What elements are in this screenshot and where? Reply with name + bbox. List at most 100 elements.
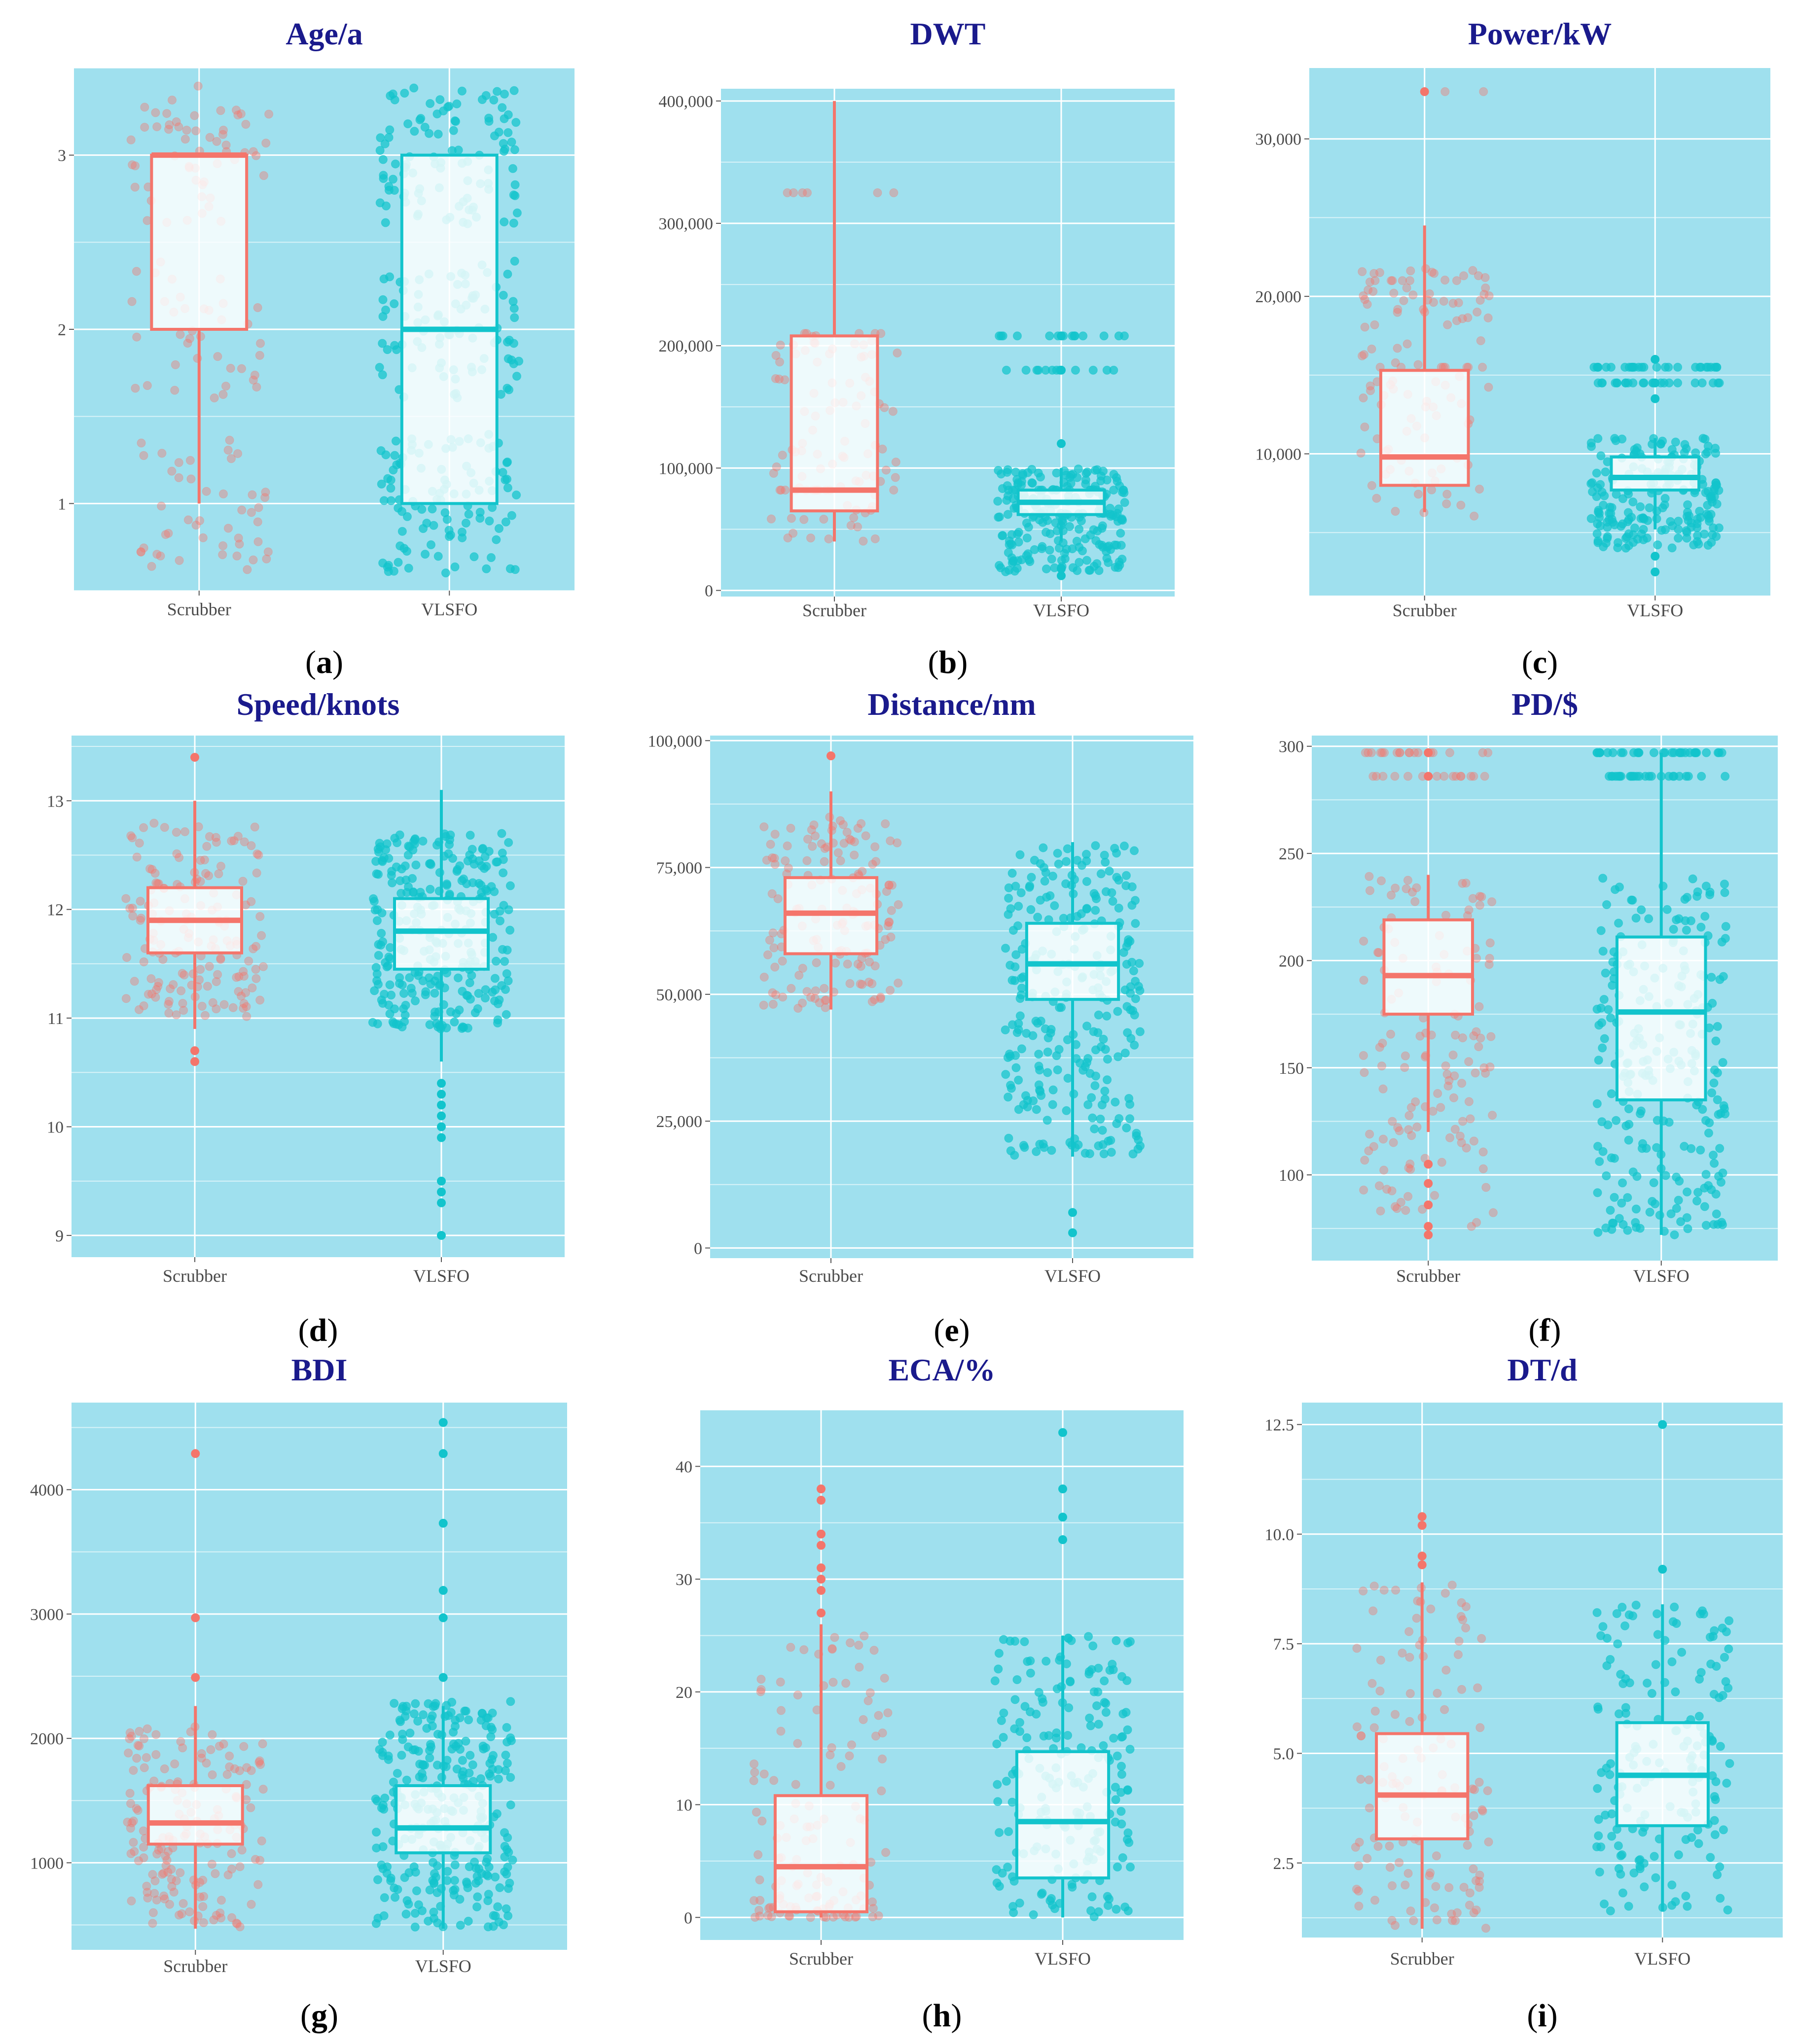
outlier-point [1058, 1484, 1067, 1494]
jitter-point [1393, 308, 1402, 317]
jitter-point [1719, 1825, 1728, 1834]
jitter-point [493, 999, 503, 1008]
jitter-point [1047, 1146, 1056, 1155]
jitter-point [186, 1727, 195, 1736]
jitter-point [824, 534, 833, 544]
jitter-point [151, 992, 160, 1002]
jitter-point [802, 856, 812, 865]
jitter-point [1385, 1841, 1394, 1851]
jitter-point [1007, 1797, 1017, 1807]
jitter-point [378, 295, 388, 304]
jitter-point [1360, 423, 1369, 432]
jitter-point [766, 514, 776, 524]
jitter-point [373, 1875, 383, 1884]
jitter-point [492, 535, 501, 544]
jitter-point [139, 1842, 148, 1852]
jitter-point [386, 475, 395, 485]
jitter-point [1379, 1165, 1389, 1175]
jitter-point [1404, 1125, 1413, 1134]
jitter-point [1038, 1888, 1047, 1898]
jitter-point [509, 339, 518, 348]
jitter-point [1012, 1028, 1022, 1037]
jitter-point [511, 118, 521, 127]
jitter-point [1718, 1623, 1727, 1633]
jitter-point [1375, 1043, 1384, 1052]
jitter-point [209, 1915, 218, 1925]
x-tick-label: VLSFO [1044, 1266, 1101, 1286]
jitter-point [1412, 1122, 1422, 1131]
jitter-point [237, 505, 247, 515]
jitter-point [1680, 895, 1689, 904]
jitter-point [771, 990, 781, 999]
jitter-point [1006, 539, 1015, 549]
jitter-point [378, 1864, 388, 1873]
jitter-point [1063, 1731, 1073, 1740]
jitter-point [232, 1918, 241, 1928]
jitter-point [253, 1880, 263, 1889]
jitter-point [463, 1023, 472, 1033]
jitter-point [851, 1912, 860, 1922]
jitter-point [1082, 877, 1091, 886]
jitter-point [1608, 518, 1617, 527]
jitter-point [755, 1911, 764, 1921]
jitter-point [1667, 445, 1677, 454]
outlier-point [437, 1231, 446, 1240]
jitter-point [861, 831, 870, 841]
jitter-point [136, 547, 145, 557]
jitter-point [1008, 926, 1018, 935]
jitter-point [1125, 1745, 1135, 1754]
jitter-point [1724, 1683, 1733, 1692]
jitter-point [1601, 1223, 1611, 1233]
jitter-point [1085, 1713, 1094, 1723]
jitter-point [1444, 1076, 1454, 1085]
jitter-point [1610, 434, 1619, 443]
jitter-point [1035, 1086, 1044, 1095]
jitter-point [1011, 467, 1020, 477]
jitter-point [150, 869, 160, 878]
jitter-point [1613, 772, 1622, 781]
jitter-point [1004, 910, 1013, 919]
jitter-point [501, 475, 510, 485]
jitter-point [1369, 1142, 1378, 1151]
jitter-point [1441, 911, 1451, 920]
jitter-point [196, 877, 205, 886]
jitter-point [1697, 772, 1706, 781]
jitter-point [145, 864, 155, 874]
jitter-point [127, 1731, 136, 1741]
jitter-point [1430, 1903, 1439, 1912]
x-tick-label: VLSFO [1633, 1266, 1689, 1286]
jitter-point [1594, 1021, 1604, 1030]
jitter-point [203, 982, 212, 991]
jitter-point [1720, 888, 1729, 897]
outlier-point [1417, 1512, 1427, 1521]
jitter-point [776, 1706, 786, 1715]
jitter-point [492, 87, 502, 96]
jitter-point [1602, 1171, 1611, 1180]
outlier-point [437, 1198, 446, 1207]
jitter-point [446, 1708, 456, 1717]
jitter-point [1010, 976, 1019, 986]
jitter-point [1372, 772, 1381, 781]
jitter-point [248, 983, 257, 992]
jitter-point [183, 515, 193, 525]
x-tick-label: Scrubber [802, 600, 866, 620]
jitter-point [1082, 856, 1091, 866]
jitter-point [1441, 1061, 1450, 1070]
jitter-point [474, 856, 484, 866]
jitter-point [252, 942, 261, 951]
jitter-point [1361, 748, 1370, 757]
jitter-point [1020, 1702, 1030, 1711]
jitter-point [1116, 529, 1125, 538]
jitter-point [158, 955, 168, 964]
jitter-point [811, 831, 820, 841]
jitter-point [1629, 1868, 1639, 1878]
jitter-point [465, 1768, 474, 1778]
jitter-point [1004, 1092, 1013, 1102]
jitter-point [1111, 1097, 1120, 1107]
panel-caption: (e) [934, 1312, 970, 1348]
jitter-point [234, 987, 243, 996]
jitter-point [140, 103, 149, 112]
jitter-point [1007, 869, 1017, 878]
jitter-point [842, 828, 852, 837]
